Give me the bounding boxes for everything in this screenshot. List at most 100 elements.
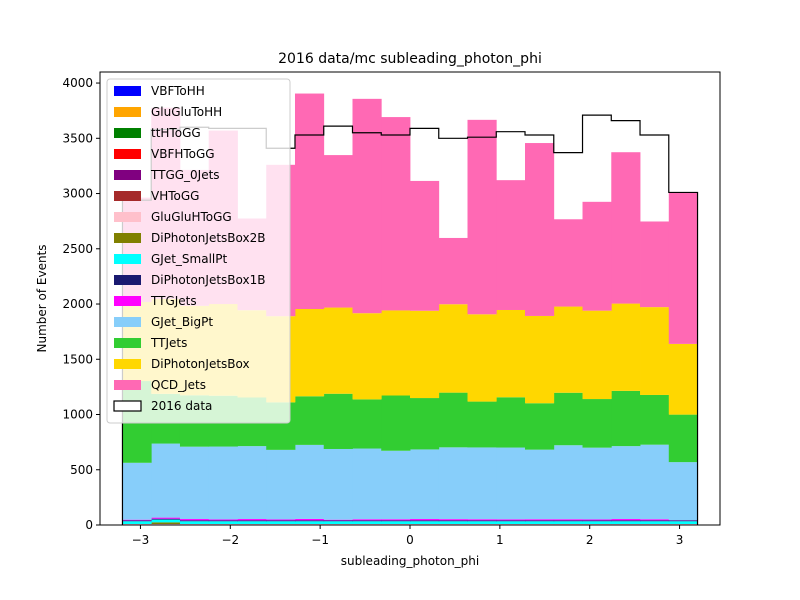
y-tick-label: 1000 (62, 408, 93, 422)
legend-swatch-diphotonjetsbox1b (114, 275, 141, 285)
bar-ttjets-bin-17 (611, 390, 641, 447)
bar-diphotonjetsbox1b-bin-15 (553, 520, 583, 522)
bar-gjet-smallpt-bin-16 (582, 521, 612, 525)
bar-gjet-bigpt-bin-2 (179, 446, 210, 520)
x-axis-ticks: −3 −2 −1 0 1 2 3 (132, 525, 683, 547)
bar-ttjets-bin-8 (352, 399, 382, 449)
bar-ttgjets-bin-13 (496, 519, 526, 521)
legend-label-ttgg-0jets: TTGG_0Jets (150, 168, 220, 182)
bar-gjet-smallpt-bin-11 (438, 521, 468, 525)
bar-ttgjets-bin-0 (122, 519, 152, 521)
x-tick-label: −3 (132, 533, 150, 547)
bar-qcd-jets-bin-7 (323, 155, 353, 308)
legend-label-ttgjets: TTGJets (150, 294, 197, 308)
bar-diphotonjetsbox1b-bin-10 (410, 520, 440, 522)
bar-ttjets-bin-10 (410, 398, 440, 450)
legend-label-diphotonjetsbox: DiPhotonJetsBox (151, 357, 250, 371)
bar-gjet-bigpt-bin-13 (496, 447, 526, 520)
bar-ttgjets-bin-12 (467, 519, 497, 521)
legend-label-tthtogg: ttHToGG (151, 126, 201, 140)
bar-gjet-smallpt-bin-14 (525, 521, 555, 525)
legend-swatch-ttgjets (114, 296, 141, 306)
bar-gjet-smallpt-bin-7 (323, 521, 353, 525)
bar-ttgjets-bin-6 (294, 518, 325, 521)
bar-diphotonjetsbox1b-bin-4 (237, 520, 267, 522)
bar-diphotonjetsbox1b-bin-14 (525, 520, 555, 522)
bar-gjet-smallpt-bin-6 (294, 521, 325, 525)
legend-swatch-vhtogg (114, 191, 141, 201)
bar-gjet-bigpt-bin-16 (582, 447, 612, 520)
bar-gjet-bigpt-bin-1 (151, 443, 181, 518)
y-axis-label: Number of Events (35, 244, 49, 352)
bar-ttjets-bin-6 (294, 396, 325, 445)
bar-ttgjets-bin-18 (640, 519, 670, 521)
bar-ttjets-bin-16 (582, 399, 612, 448)
bar-qcd-jets-bin-10 (410, 180, 440, 311)
bar-diphotonjetsbox1b-bin-0 (122, 520, 152, 522)
bar-gjet-smallpt-bin-2 (179, 521, 210, 525)
legend-swatch-gjet-bigpt (114, 317, 141, 327)
bar-ttgjets-bin-11 (438, 519, 468, 521)
bar-ttgjets-bin-15 (553, 519, 583, 521)
bar-diphotonjetsbox-bin-18 (640, 307, 670, 395)
legend-label-vhtogg: VHToGG (151, 189, 199, 203)
bar-diphotonjetsbox1b-bin-12 (467, 520, 497, 522)
bar-diphotonjetsbox2b-bin-1 (151, 522, 181, 525)
bar-gjet-smallpt-bin-5 (266, 521, 296, 525)
bar-gjet-smallpt-bin-1 (151, 519, 181, 523)
y-tick-label: 2000 (62, 297, 93, 311)
legend-label-vbftohh: VBFToHH (151, 84, 205, 98)
bar-diphotonjetsbox1b-bin-8 (352, 520, 382, 522)
bar-qcd-jets-bin-17 (611, 152, 641, 304)
bar-gjet-bigpt-bin-8 (352, 448, 382, 520)
bar-diphotonjetsbox-bin-13 (496, 309, 526, 398)
bar-gjet-smallpt-bin-10 (410, 521, 440, 525)
bar-qcd-jets-bin-15 (553, 219, 583, 307)
y-tick-label: 500 (70, 463, 93, 477)
y-tick-label: 3500 (62, 131, 93, 145)
bar-qcd-jets-bin-11 (438, 237, 468, 305)
bar-diphotonjetsbox1b-bin-13 (496, 520, 526, 522)
legend-label-gluglutohh: GluGluToHH (151, 105, 222, 119)
bar-gjet-smallpt-bin-9 (381, 521, 411, 525)
legend-label-2016-data: 2016 data (151, 399, 212, 413)
legend-label-diphotonjetsbox1b: DiPhotonJetsBox1B (151, 273, 265, 287)
bar-gjet-bigpt-bin-0 (122, 462, 152, 520)
bar-ttjets-bin-12 (467, 401, 497, 448)
bar-ttgjets-bin-10 (410, 519, 440, 521)
legend-swatch-diphotonjetsbox2b (114, 233, 141, 243)
bar-gjet-bigpt-bin-5 (266, 449, 296, 520)
legend: VBFToHH GluGluToHH ttHToGG VBFHToGG TTGG_0Je… (106, 78, 291, 424)
bar-ttgjets-bin-16 (582, 519, 612, 521)
bar-ttjets-bin-14 (525, 403, 555, 450)
bar-gjet-smallpt-bin-18 (640, 521, 670, 525)
bar-diphotonjetsbox-bin-15 (553, 306, 583, 393)
bar-gjet-smallpt-bin-8 (352, 521, 382, 525)
bar-gjet-bigpt-bin-14 (525, 449, 555, 520)
legend-swatch-ttgg-0jets (114, 170, 141, 180)
y-tick-label: 3000 (62, 187, 93, 201)
bar-diphotonjetsbox-bin-10 (410, 310, 440, 399)
bar-diphotonjetsbox-bin-17 (611, 303, 641, 391)
y-tick-label: 1500 (62, 352, 93, 366)
bar-qcd-jets-bin-8 (352, 98, 382, 314)
legend-label-qcd-jets: QCD_Jets (151, 378, 206, 392)
bar-diphotonjetsbox-bin-16 (582, 310, 612, 400)
bar-gjet-smallpt-bin-3 (208, 521, 238, 525)
y-tick-label: 4000 (62, 76, 93, 90)
bar-diphotonjetsbox-bin-8 (352, 313, 382, 400)
bar-gjet-smallpt-bin-0 (122, 521, 152, 525)
bar-qcd-jets-bin-13 (496, 180, 526, 310)
legend-swatch-vbfhtogg (114, 149, 141, 159)
bar-diphotonjetsbox-bin-7 (323, 307, 353, 394)
bar-diphotonjetsbox1b-bin-5 (266, 520, 296, 522)
bar-ttjets-bin-11 (438, 392, 468, 448)
bar-gjet-smallpt-bin-15 (553, 521, 583, 525)
bar-gjet-bigpt-bin-18 (640, 444, 670, 520)
bar-ttgjets-bin-9 (381, 519, 411, 521)
bar-ttgjets-bin-1 (151, 517, 181, 519)
bar-ttgjets-bin-17 (611, 519, 641, 521)
bar-diphotonjetsbox-bin-9 (381, 310, 411, 396)
bar-diphotonjetsbox1b-bin-2 (179, 520, 210, 522)
